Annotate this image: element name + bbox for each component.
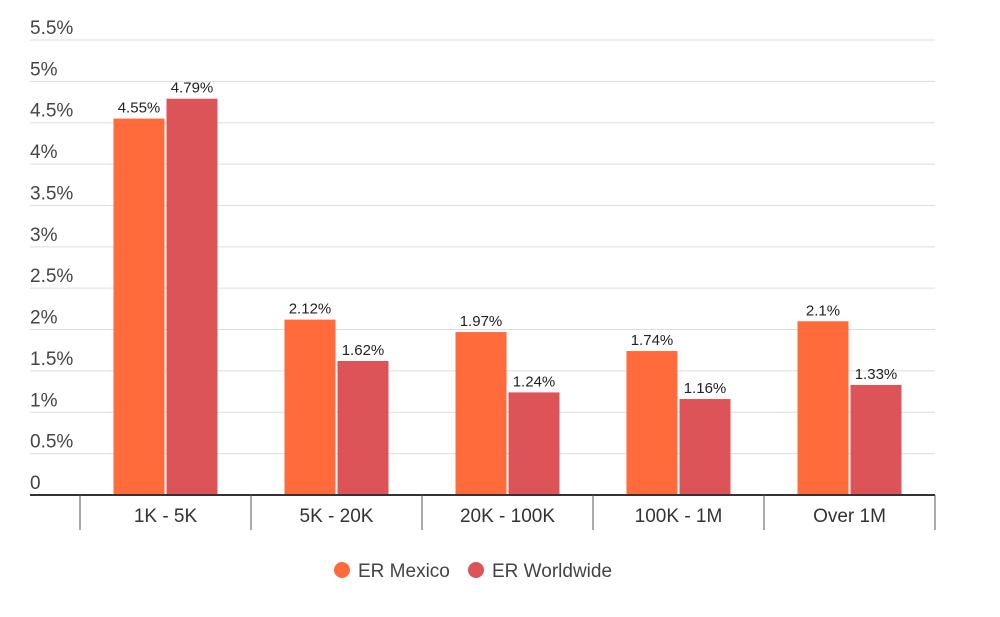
bar-er-worldwide <box>850 384 902 495</box>
x-tick-label: 1K - 5K <box>134 506 198 527</box>
bar-er-worldwide <box>166 98 218 496</box>
legend-label: ER Mexico <box>358 561 450 582</box>
y-tick-label: 1.5% <box>30 349 73 370</box>
x-tick-label: 20K - 100K <box>460 506 555 527</box>
x-axis: 1K - 5K 5K - 20K 20K - 100K 100K - 1M Over 1… <box>30 494 936 530</box>
y-tick-label: 3.5% <box>30 183 73 204</box>
y-tick-label: 4% <box>30 142 58 163</box>
bar-er-worldwide <box>337 360 389 495</box>
y-tick-label: 0 <box>30 473 41 494</box>
y-tick-label: 2% <box>30 308 58 329</box>
data-label: 2.12% <box>289 301 332 318</box>
legend-swatch <box>334 562 350 578</box>
bar-er-worldwide <box>679 399 731 495</box>
bars <box>113 98 902 496</box>
y-tick-label: 0.5% <box>30 432 73 453</box>
bar-er-mexico <box>797 321 849 495</box>
data-label: 1.97% <box>460 313 503 330</box>
x-tick-label: 5K - 20K <box>300 506 374 527</box>
y-tick-label: 5% <box>30 59 58 80</box>
data-label: 4.55% <box>118 100 161 117</box>
data-label: 4.79% <box>171 80 214 97</box>
data-label: 2.1% <box>806 302 840 319</box>
y-tick-label: 5.5% <box>30 18 73 39</box>
x-tick-label: Over 1M <box>813 506 886 527</box>
y-axis: 0 0.5% 1% 1.5% 2% 2.5% 3% 3.5% 4% 4.5% 5% 5.5% <box>30 18 73 494</box>
bar-er-mexico <box>113 118 165 495</box>
y-tick-label: 1% <box>30 390 58 411</box>
data-label: 1.24% <box>513 373 556 390</box>
y-tick-label: 2.5% <box>30 266 73 287</box>
data-label: 1.33% <box>855 366 898 383</box>
data-label: 1.74% <box>631 332 674 349</box>
data-label: 1.62% <box>342 342 385 359</box>
data-labels: 4.55% 4.79% 2.12% 1.62% 1.97% 1.24% 1.74% 1.16%… <box>118 80 898 397</box>
x-tick-label: 100K - 1M <box>635 506 723 527</box>
legend: ER Mexico ER Worldwide <box>334 561 612 582</box>
bar-er-mexico <box>455 332 507 495</box>
legend-label: ER Worldwide <box>492 561 612 582</box>
bar-er-mexico <box>284 319 336 495</box>
data-label: 1.16% <box>684 380 727 397</box>
legend-swatch <box>468 562 484 578</box>
y-tick-label: 3% <box>30 225 58 246</box>
bar-er-worldwide <box>508 392 560 495</box>
y-tick-label: 4.5% <box>30 101 73 122</box>
bar-er-mexico <box>626 351 678 495</box>
